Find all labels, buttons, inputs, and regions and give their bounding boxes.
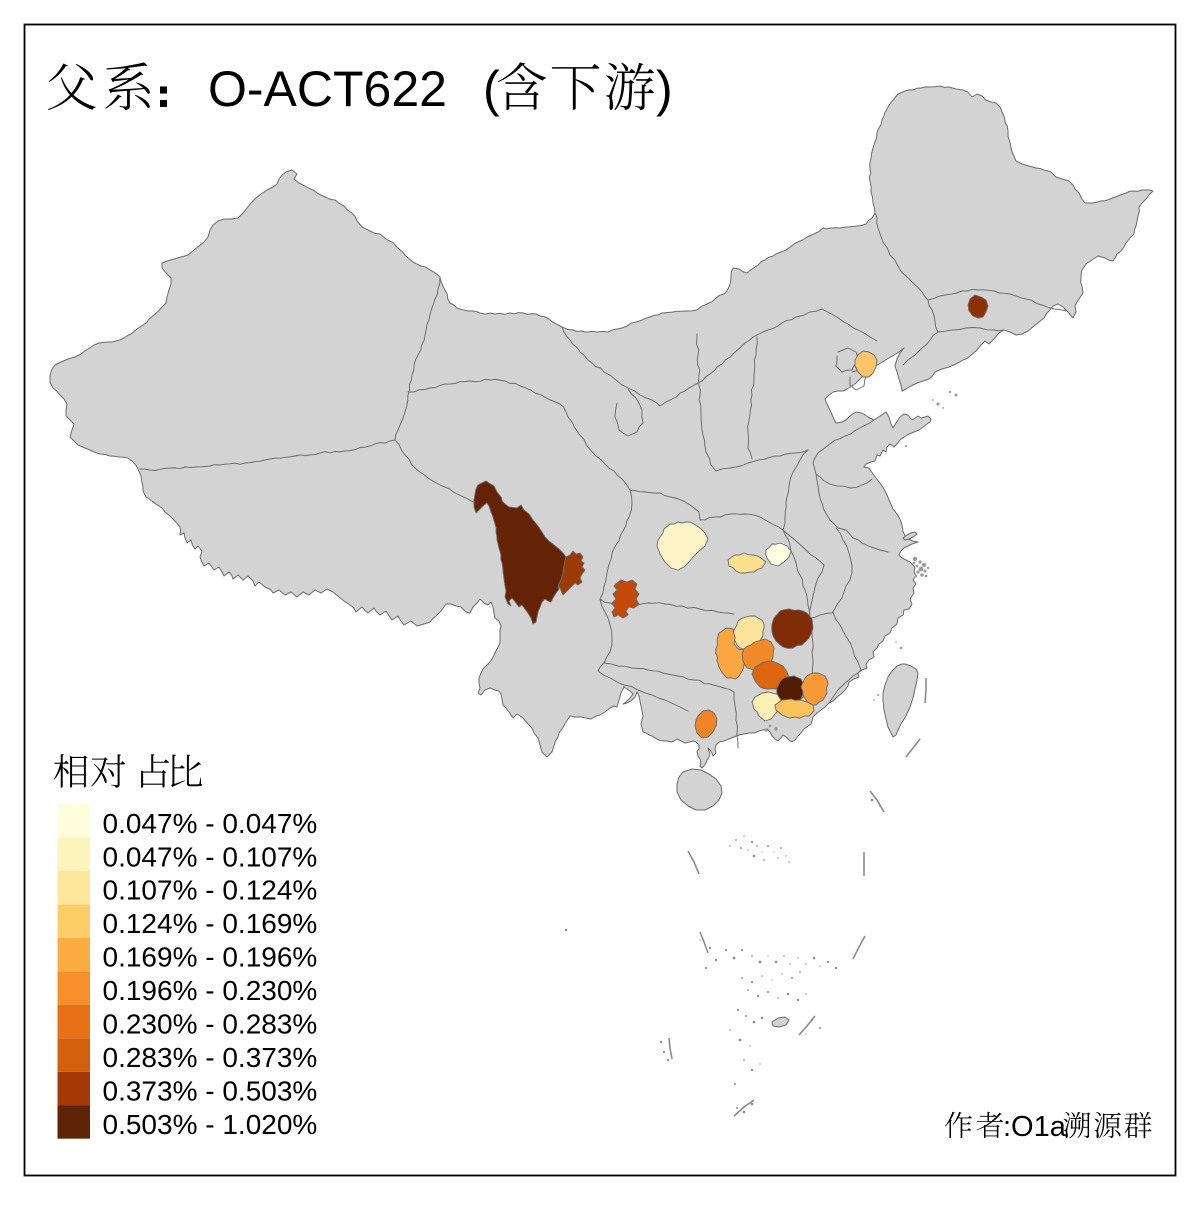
svg-text:0.124% - 0.169%: 0.124% - 0.169% xyxy=(103,908,318,939)
svg-text:0.047% - 0.047%: 0.047% - 0.047% xyxy=(103,808,318,839)
svg-text:0.107% - 0.124%: 0.107% - 0.124% xyxy=(103,875,318,906)
svg-text:0.169% - 0.196%: 0.169% - 0.196% xyxy=(103,942,318,973)
svg-text:0.047% - 0.107%: 0.047% - 0.107% xyxy=(103,841,318,872)
svg-text:): ) xyxy=(656,61,673,117)
svg-text:0.283% - 0.373%: 0.283% - 0.373% xyxy=(103,1042,318,1073)
svg-text:0.373% - 0.503%: 0.373% - 0.503% xyxy=(103,1076,318,1107)
svg-text:0.230% - 0.283%: 0.230% - 0.283% xyxy=(103,1009,318,1040)
svg-text:(: ( xyxy=(483,61,500,117)
svg-text:0.503% - 1.020%: 0.503% - 1.020% xyxy=(103,1109,318,1140)
svg-text:0.196% - 0.230%: 0.196% - 0.230% xyxy=(103,975,318,1006)
svg-text:O-ACT622: O-ACT622 xyxy=(208,61,447,117)
svg-text::O1a: :O1a xyxy=(1003,1111,1067,1143)
